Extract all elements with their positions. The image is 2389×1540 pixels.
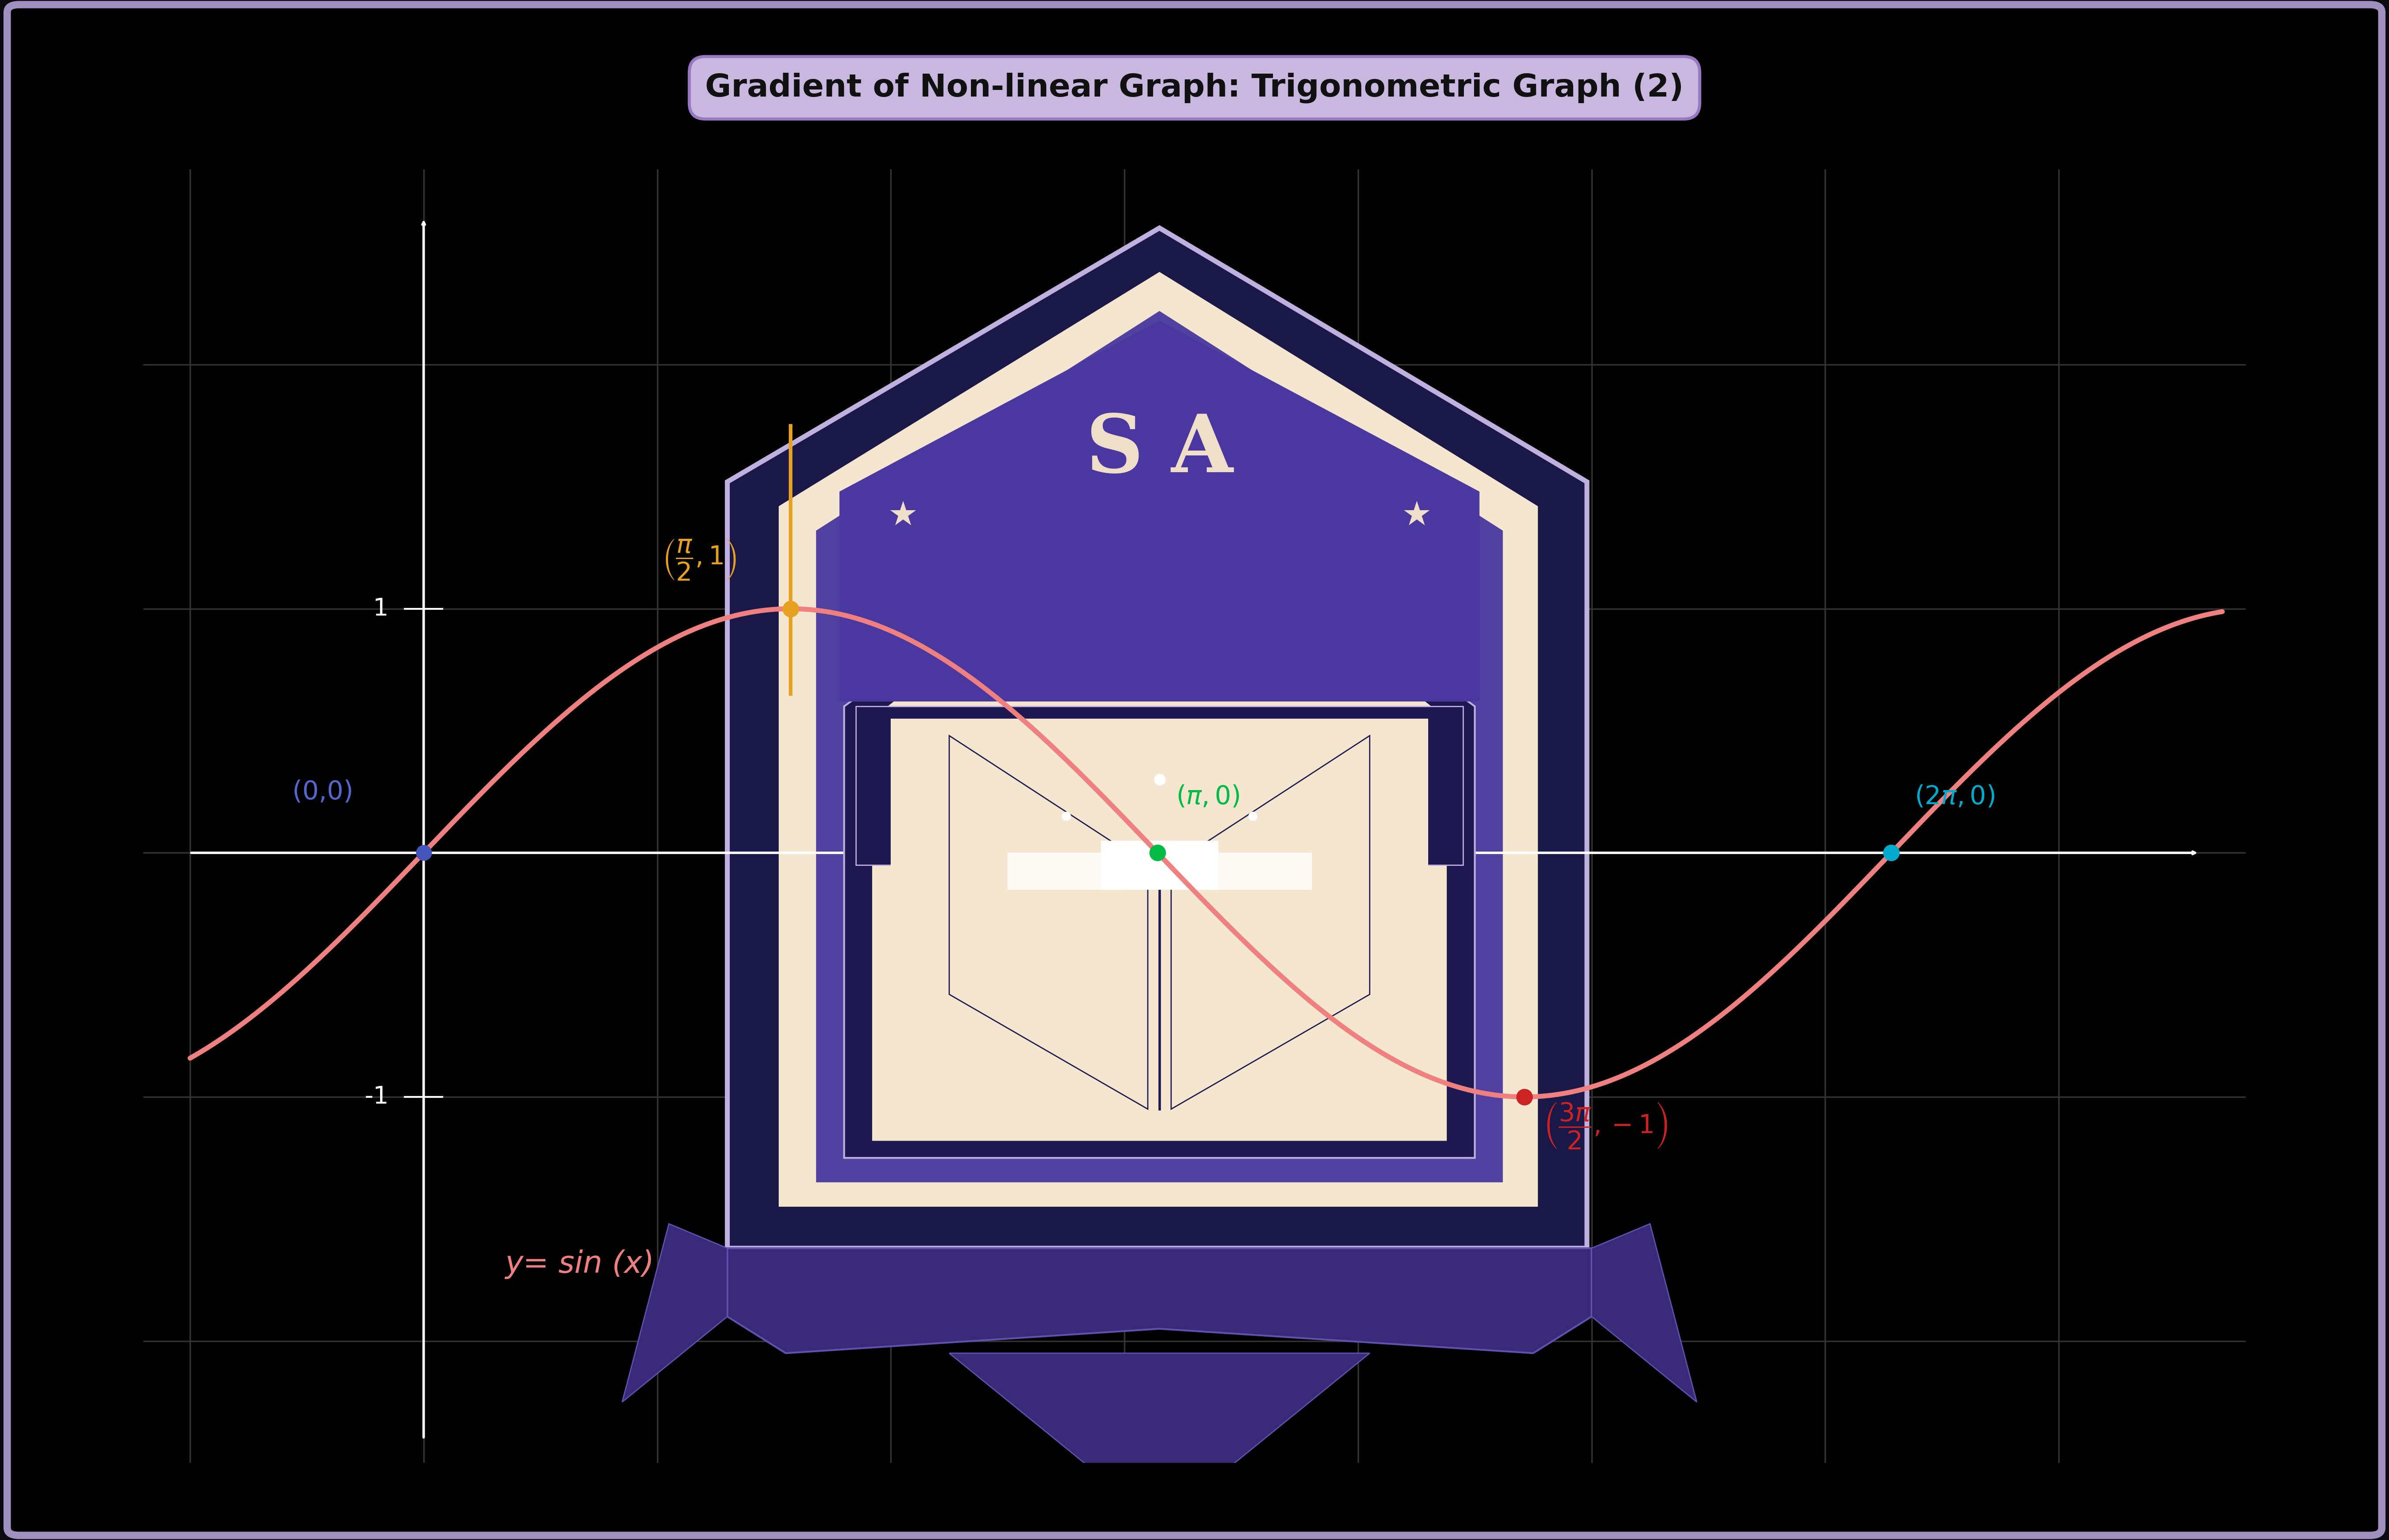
Polygon shape <box>855 707 1462 865</box>
Text: $\left(\dfrac{3\pi}{2}, -1\right)$: $\left(\dfrac{3\pi}{2}, -1\right)$ <box>1543 1101 1668 1150</box>
Text: S A: S A <box>1087 411 1233 488</box>
Text: 2: 2 <box>884 896 898 921</box>
Text: (0,0): (0,0) <box>291 779 354 804</box>
Polygon shape <box>621 1224 726 1401</box>
Text: y= sin (x): y= sin (x) <box>506 1249 655 1278</box>
Text: ★: ★ <box>886 499 917 533</box>
Text: 4: 4 <box>1350 896 1367 921</box>
Polygon shape <box>843 474 1474 1158</box>
Text: $(\pi,0)$: $(\pi,0)$ <box>1175 784 1240 810</box>
Text: 1: 1 <box>373 598 389 621</box>
Polygon shape <box>817 311 1503 1183</box>
Polygon shape <box>948 1354 1369 1525</box>
Text: $\left(\dfrac{\pi}{2}, 1\right)$: $\left(\dfrac{\pi}{2}, 1\right)$ <box>662 537 736 582</box>
Text: $(2\pi,0)$: $(2\pi,0)$ <box>1914 784 1995 810</box>
Polygon shape <box>779 273 1539 1207</box>
Polygon shape <box>872 491 1448 1141</box>
Polygon shape <box>726 228 1586 1249</box>
Polygon shape <box>1591 1224 1696 1401</box>
Polygon shape <box>891 719 1429 872</box>
Text: ★: ★ <box>1402 499 1431 533</box>
Text: -1: -1 <box>363 1086 389 1109</box>
Polygon shape <box>839 320 1479 702</box>
Polygon shape <box>1171 736 1369 1109</box>
Text: Gradient of Non-linear Graph: Trigonometric Graph (2): Gradient of Non-linear Graph: Trigonomet… <box>705 72 1684 103</box>
Polygon shape <box>726 1249 1591 1354</box>
Polygon shape <box>948 736 1147 1109</box>
